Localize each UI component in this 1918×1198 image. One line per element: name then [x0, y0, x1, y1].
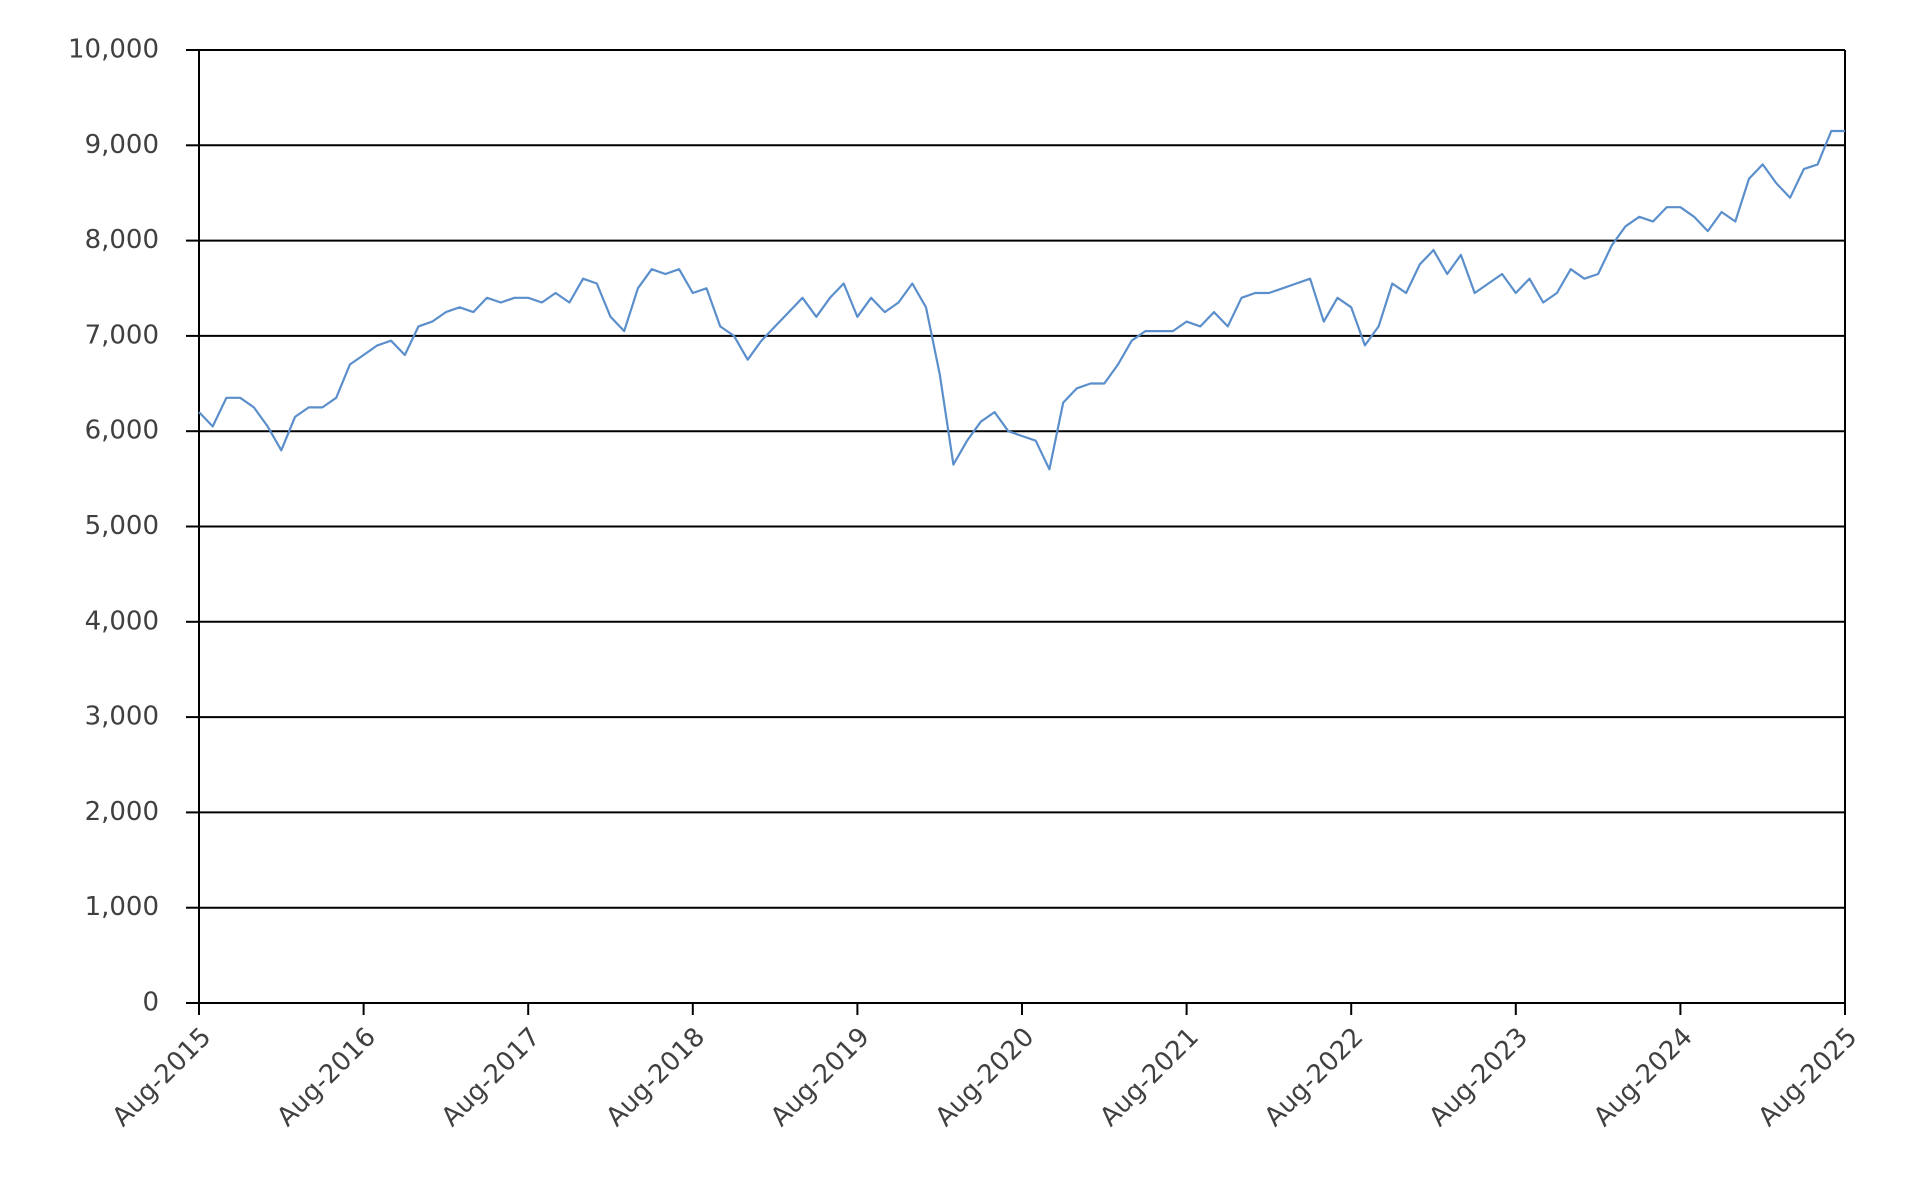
- x-tick-label: Aug-2016: [271, 1022, 382, 1133]
- x-tick-label: Aug-2024: [1588, 1022, 1699, 1133]
- y-tick-label: 6,000: [85, 416, 159, 446]
- x-tick-label: Aug-2017: [436, 1022, 547, 1133]
- data-line: [198, 129, 1845, 471]
- y-tick-label: 2,000: [85, 797, 159, 827]
- x-tick-label: Aug-2023: [1424, 1022, 1535, 1133]
- y-tick-label: 7,000: [85, 320, 159, 350]
- x-tick-label: Aug-2022: [1259, 1022, 1370, 1133]
- x-tick-label: Aug-2025: [1753, 1022, 1864, 1133]
- x-tick-label: Aug-2019: [765, 1022, 876, 1133]
- y-tick-label: 0: [142, 988, 159, 1018]
- x-tick-label: Aug-2018: [601, 1022, 712, 1133]
- y-tick-label: 9,000: [85, 130, 159, 160]
- y-tick-label: 5,000: [85, 511, 159, 541]
- y-tick-label: 4,000: [85, 606, 159, 636]
- x-tick-label: Aug-2020: [930, 1022, 1041, 1133]
- y-tick-label: 3,000: [85, 702, 159, 732]
- y-tick-label: 8,000: [85, 225, 159, 255]
- x-tick-label: Aug-2015: [107, 1022, 218, 1133]
- y-tick-label: 10,000: [68, 35, 159, 65]
- x-tick-label: Aug-2021: [1094, 1022, 1205, 1133]
- y-tick-label: 1,000: [85, 892, 159, 922]
